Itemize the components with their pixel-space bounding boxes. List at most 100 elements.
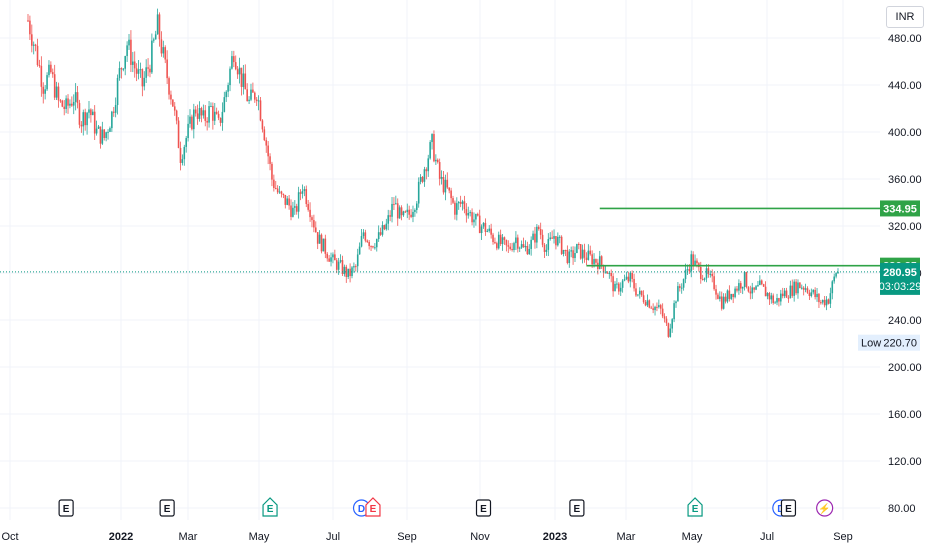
candle-body [629, 272, 632, 282]
candle-body [818, 293, 820, 303]
candle-body [263, 129, 266, 141]
candle-body [105, 132, 107, 138]
candle-body [766, 293, 769, 297]
candle-body [233, 56, 235, 63]
candle-body [179, 147, 182, 163]
candle-body [759, 280, 761, 286]
candle-body [772, 295, 774, 303]
candle-body [307, 204, 309, 210]
candle-body [297, 192, 300, 212]
earnings-event-icon[interactable] [58, 499, 74, 517]
candle-body [503, 237, 506, 240]
x-tick-label: Mar [179, 531, 198, 543]
candle-body [314, 227, 317, 233]
candle-body [658, 305, 660, 308]
candle-body [261, 120, 264, 130]
candle-body [213, 111, 216, 121]
candle-body [326, 253, 329, 259]
candle-body [606, 272, 609, 274]
candle-body [309, 209, 311, 218]
candle-body [724, 296, 727, 302]
candle-body [286, 198, 288, 205]
candle-body [690, 254, 693, 272]
candle-body [196, 113, 199, 119]
candle-body [166, 59, 168, 79]
y-tick-label: 360.00 [888, 174, 922, 186]
candle-body [349, 268, 351, 277]
candle-body [558, 236, 561, 238]
candle-body [471, 212, 473, 223]
earnings-event-icon[interactable] [475, 499, 492, 517]
price-badge-label: 334.95 [883, 203, 917, 215]
candle-body [324, 238, 327, 254]
candle-body [223, 97, 226, 112]
candle-body [42, 86, 45, 94]
candle-body [467, 213, 470, 216]
candle-body [133, 61, 136, 69]
candle-body [389, 215, 391, 217]
candle-body [776, 298, 778, 303]
candle-body [619, 287, 622, 292]
candle-body [435, 159, 437, 162]
candle-body [800, 287, 803, 289]
candle-body [566, 249, 569, 263]
candle-body [111, 111, 113, 129]
candle-body [255, 99, 258, 102]
candle-body [76, 92, 79, 104]
earnings-event-icon[interactable] [687, 497, 703, 517]
candle-body [530, 239, 532, 249]
event-letter: E [574, 504, 581, 515]
candle-body [71, 103, 73, 106]
candle-body [496, 243, 498, 249]
candle-body [194, 109, 197, 114]
x-tick-label: May [249, 531, 270, 543]
candle-body [791, 285, 794, 296]
candle-body [101, 129, 104, 144]
x-tick-label: Sep [833, 531, 853, 543]
candle-body [404, 211, 407, 213]
split-event-icon[interactable] [816, 499, 834, 517]
currency-selector[interactable]: INR [886, 6, 924, 28]
earnings-event-icon[interactable] [262, 497, 278, 517]
candle-body [456, 203, 458, 215]
candle-body [709, 273, 712, 275]
candle-body [627, 276, 630, 282]
candle-body [189, 116, 191, 124]
candle-body [740, 283, 742, 289]
candle-body [274, 187, 277, 189]
candle-body [280, 191, 283, 194]
candle-body [183, 146, 186, 160]
earnings-event-icon[interactable] [569, 499, 585, 517]
earnings-event-icon[interactable] [159, 499, 175, 517]
candle-body [273, 179, 275, 188]
candle-body [623, 279, 626, 281]
candle-body [560, 236, 563, 254]
candle-body [734, 288, 736, 298]
candle-body [814, 289, 816, 298]
candle-body [488, 228, 491, 231]
candle-body [450, 190, 452, 199]
earnings-event-icon[interactable] [780, 499, 797, 517]
candle-body [793, 281, 795, 296]
candle-body [288, 198, 290, 206]
earnings-event-icon[interactable] [365, 497, 381, 517]
candle-body [760, 280, 763, 285]
candle-body [642, 295, 645, 303]
candle-body [61, 100, 64, 107]
candle-body [679, 286, 681, 288]
candle-body [743, 272, 746, 287]
candle-body [139, 69, 142, 71]
candle-body [103, 129, 106, 138]
candle-body [204, 110, 207, 121]
candle-body [829, 293, 832, 304]
candle-body [476, 213, 479, 216]
candle-body [837, 271, 839, 274]
candle-body [820, 302, 822, 304]
candle-body [156, 14, 159, 35]
candle-body [164, 47, 167, 60]
candle-body [520, 244, 523, 248]
candle-body [431, 134, 433, 143]
candle-body [707, 268, 710, 275]
candle-body [686, 269, 689, 271]
